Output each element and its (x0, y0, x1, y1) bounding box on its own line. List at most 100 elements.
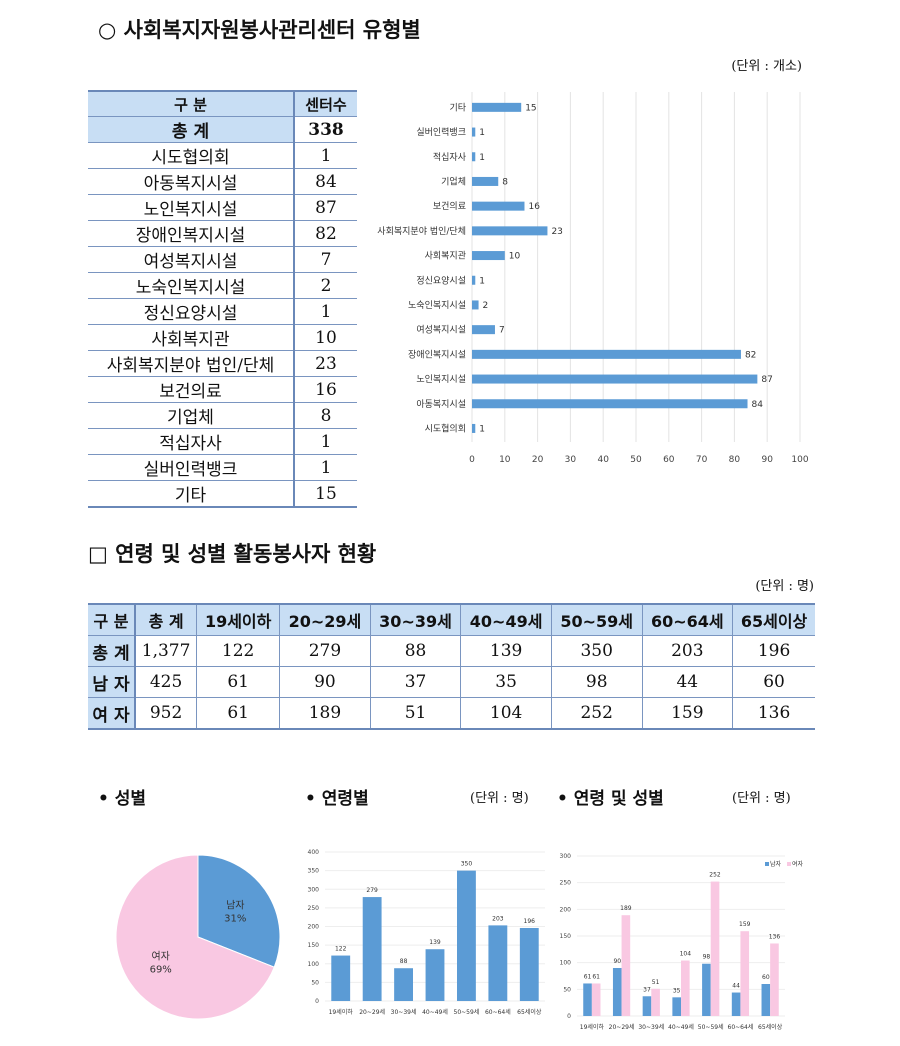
y-tick-label: 100 (560, 960, 572, 967)
data-label: 15 (525, 103, 536, 113)
table-cell: 87 (293, 194, 357, 221)
legend-label: 남자 (770, 860, 782, 868)
x-tick-label: 50~59세 (454, 1008, 480, 1016)
category-label: 기타 (449, 102, 466, 113)
data-label: 88 (400, 958, 408, 965)
y-tick-label: 300 (560, 853, 572, 860)
bar (612, 968, 622, 1016)
data-label: 139 (429, 939, 441, 946)
x-tick-label: 40 (597, 455, 609, 465)
bar (472, 201, 525, 211)
x-tick-label: 90 (761, 455, 773, 465)
table-cell: 139 (460, 635, 552, 667)
data-label: 7 (499, 326, 505, 336)
table-cell: 1,377 (134, 635, 198, 667)
gender-label: • 성별 (98, 789, 147, 809)
slice-name: 여자 (151, 950, 169, 962)
table-row: 노숙인복지시설 2 (88, 272, 357, 299)
table-row: 기업체 8 (88, 402, 357, 429)
bar (731, 992, 741, 1016)
bar (331, 955, 351, 1001)
y-tick-label: 50 (563, 986, 571, 993)
data-label: 1 (479, 424, 485, 434)
y-tick-label: 100 (308, 961, 320, 968)
pie-slice (197, 854, 281, 968)
table-cell: 61 (196, 697, 281, 730)
table-cell: 여 자 (88, 697, 136, 730)
data-label: 136 (769, 933, 781, 940)
x-tick-label: 60 (663, 455, 675, 465)
pie-slice (115, 854, 275, 1020)
x-tick-label: 19세이하 (580, 1023, 605, 1031)
bar (425, 949, 445, 1001)
column-header: 구 분 (88, 90, 295, 117)
table-cell: 1 (293, 142, 357, 169)
bar (394, 968, 413, 1001)
y-tick-label: 300 (308, 886, 320, 893)
age-gender-bar-chart: 0 50 100 150 200 250 300 19세이하 61 61 20~29세 90 189 30… (560, 853, 804, 1031)
bar (472, 127, 476, 137)
age-label: • 연령별 (305, 789, 369, 809)
bar (472, 251, 505, 261)
y-tick-label: 250 (560, 880, 572, 887)
table-cell: 44 (641, 666, 734, 698)
x-tick-label: 10 (499, 455, 511, 465)
bar (472, 300, 479, 310)
table-cell: 122 (196, 635, 281, 667)
data-label: 122 (335, 946, 347, 953)
y-tick-label: 50 (311, 979, 319, 986)
legend-swatch (787, 862, 791, 866)
table-cell: 기업체 (88, 402, 295, 429)
data-label: 10 (509, 252, 521, 262)
x-tick-label: 50~59세 (698, 1023, 724, 1031)
data-label: 189 (620, 905, 632, 912)
category-label: 노인복지시설 (416, 374, 466, 385)
category-label: 여성복지시설 (416, 324, 466, 336)
section1-unit: (단위 : 개소) (731, 59, 802, 74)
table-cell: 총 계 (88, 116, 295, 143)
section2-unit: (단위 : 명) (755, 579, 814, 594)
table-row: 보건의료 16 (88, 376, 357, 403)
column-header: 50~59세 (550, 603, 643, 636)
column-header: 구 분 (88, 603, 136, 636)
table-row: 사회복지분야 법인/단체 23 (88, 350, 357, 377)
x-tick-label: 40~49세 (668, 1023, 694, 1031)
x-tick-label: 30 (565, 455, 577, 465)
data-label: 61 (592, 973, 600, 980)
y-tick-label: 250 (308, 905, 320, 912)
age-gender-label: • 연령 및 성별 (557, 789, 664, 809)
table-row: 아동복지시설 84 (88, 168, 357, 195)
data-label: 44 (732, 983, 740, 990)
category-label: 장애인복지시설 (408, 349, 466, 360)
table-cell: 61 (196, 666, 281, 698)
center-type-bar-chart: 0 10 20 30 40 50 60 70 80 90 100 기타 15 실버인력뱅크 1 적십자사 1 기업… (377, 92, 809, 465)
gender-pie-chart: 남자 31% 여자 69% (115, 854, 281, 1020)
table-cell: 보건의료 (88, 376, 295, 403)
data-label: 1 (479, 276, 485, 286)
table-cell: 장애인복지시설 (88, 220, 295, 247)
table-cell: 90 (279, 666, 371, 698)
bar (362, 897, 382, 1001)
table-cell: 82 (293, 220, 357, 247)
table-cell: 시도협의회 (88, 142, 295, 169)
bar (472, 325, 495, 335)
category-label: 기업체 (441, 176, 466, 187)
table-cell: 1 (293, 454, 357, 481)
table-cell: 159 (641, 697, 734, 730)
y-tick-label: 0 (567, 1013, 571, 1020)
age-unit: (단위 : 명) (470, 791, 529, 806)
bar (621, 915, 631, 1016)
data-label: 203 (492, 915, 504, 922)
y-tick-label: 150 (308, 942, 320, 949)
table-cell: 252 (550, 697, 643, 730)
table-cell: 실버인력뱅크 (88, 454, 295, 481)
bar (457, 870, 476, 1001)
x-tick-label: 40~49세 (422, 1008, 448, 1016)
bar (651, 988, 660, 1016)
section2-title: □ 연령 및 성별 활동봉사자 현황 (88, 542, 377, 566)
y-tick-label: 200 (560, 906, 572, 913)
section1-title: ○ 사회복지자원봉사관리센터 유형별 (98, 18, 421, 42)
column-header: 30~39세 (369, 603, 462, 636)
table-row: 적십자사 1 (88, 428, 357, 455)
